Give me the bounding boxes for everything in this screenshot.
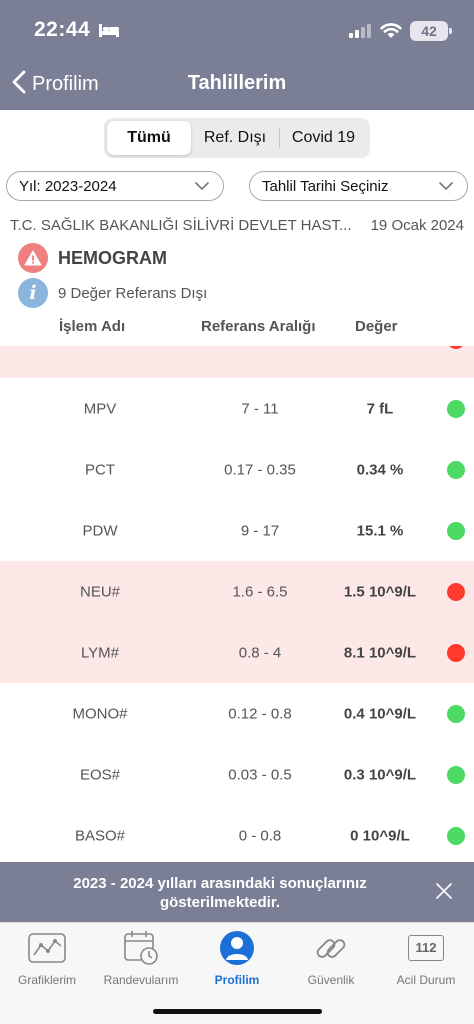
test-name: PCT [85, 461, 115, 478]
column-header-reference: Referans Aralığı [201, 318, 316, 335]
reference-range: 0.03 - 0.5 [228, 766, 292, 783]
warning-icon [18, 243, 48, 273]
back-label: Profilim [32, 73, 99, 95]
column-header-name: İşlem Adı [59, 318, 126, 335]
result-value: 15.1 % [356, 522, 404, 539]
report-date: 19 Ocak 2024 [370, 217, 464, 234]
status-dot-normal [447, 399, 465, 418]
cellular-signal-icon [349, 24, 371, 43]
result-value: 480 10^9/L [320, 346, 440, 349]
result-value: 0.34 % [356, 461, 404, 478]
table-row[interactable]: PDW 9 - 17 15.1 % [0, 500, 474, 561]
wifi-icon [380, 22, 402, 44]
chevron-down-icon [439, 178, 453, 195]
table-row[interactable]: MONO# 0.12 - 0.8 0.4 10^9/L [0, 683, 474, 744]
tab-graphs-label: Grafiklerim [17, 973, 76, 987]
test-name: MPV [83, 400, 117, 417]
test-name: PDW [82, 522, 118, 539]
table-row[interactable]: EOS# 0.03 - 0.5 0.3 10^9/L [0, 744, 474, 805]
header-bar: 22:44 42 Profilim Tahlillerim [0, 0, 474, 110]
year-select-value: Yıl: 2023-2024 [19, 177, 117, 195]
table-row[interactable]: LYM# 0.8 - 4 8.1 10^9/L [0, 622, 474, 683]
close-icon[interactable] [436, 883, 452, 904]
tab-out-of-range[interactable]: Ref. Dışı [203, 129, 267, 146]
tab-covid19[interactable]: Covid 19 [291, 129, 356, 146]
person-icon [190, 929, 284, 967]
table-row[interactable]: PCT 0.17 - 0.35 0.34 % [0, 439, 474, 500]
table-row[interactable]: PLT 150 - 450480 10^9/L [0, 346, 474, 378]
status-dot-normal [447, 765, 465, 784]
link-icon [284, 929, 378, 967]
info-toast: 2023 - 2024 yılları arasındaki sonuçları… [0, 862, 474, 922]
reference-range: 0.17 - 0.35 [224, 461, 296, 478]
tab-appointments-label: Randevularım [103, 973, 179, 987]
reference-range: 0.12 - 0.8 [228, 705, 292, 722]
reference-range: 150 - 450 [200, 346, 320, 349]
test-name: EOS# [79, 766, 121, 783]
result-value: 0 10^9/L [350, 827, 410, 844]
panel-header: HEMOGRAM [18, 243, 167, 273]
table-row[interactable]: NEU# 1.6 - 6.5 1.5 10^9/L [0, 561, 474, 622]
calendar-clock-icon [94, 929, 188, 967]
status-dot-abnormal [447, 582, 465, 601]
panel-title: HEMOGRAM [58, 247, 167, 268]
results-table[interactable]: PLT 150 - 450480 10^9/L MPV 7 - 11 7 fL PCT 0.… [0, 346, 474, 862]
battery-indicator: 42 [410, 21, 452, 41]
tab-emergency[interactable]: 112 Acil Durum [379, 929, 473, 987]
tab-graphs[interactable]: Grafiklerim [0, 929, 94, 987]
filter-segmented-control: Tümü Ref. Dışı Covid 19 [104, 118, 370, 158]
status-time: 22:44 [34, 18, 91, 41]
tab-appointments[interactable]: Randevularım [94, 929, 188, 987]
emergency-112-badge: 112 [408, 935, 444, 961]
column-header-value: Değer [355, 318, 398, 335]
segment-divider [279, 128, 280, 148]
bed-icon [98, 22, 120, 43]
tab-emergency-label: Acil Durum [396, 973, 456, 987]
status-dot-normal [447, 460, 465, 479]
table-row[interactable]: MPV 7 - 11 7 fL [0, 378, 474, 439]
reference-range: 7 - 11 [241, 400, 279, 417]
reference-range: 0 - 0.8 [238, 827, 282, 844]
status-dot-normal [447, 704, 465, 723]
reference-range: 0.8 - 4 [238, 644, 282, 661]
result-value: 0.4 10^9/L [343, 705, 417, 722]
info-icon: i [18, 278, 48, 308]
home-indicator [153, 1009, 322, 1014]
test-name: PLT [60, 346, 140, 349]
results-list: PLT 150 - 450480 10^9/L MPV 7 - 11 7 fL PCT 0.… [0, 346, 474, 862]
hospital-name: T.C. SAĞLIK BAKANLIĞI SİLİVRİ DEVLET HAS… [10, 217, 352, 234]
status-dot-abnormal [447, 346, 465, 349]
tab-security[interactable]: Güvenlik [284, 929, 378, 987]
test-name: NEU# [79, 583, 120, 600]
status-dot-abnormal [447, 643, 465, 662]
reference-range: 9 - 17 [240, 522, 280, 539]
chevron-left-icon [12, 70, 26, 99]
emergency-112-icon: 112 [379, 929, 473, 967]
result-value: 0.3 10^9/L [343, 766, 417, 783]
out-of-range-text: 9 Değer Referans Dışı [58, 284, 208, 302]
tab-all[interactable]: Tümü [107, 121, 191, 155]
chevron-down-icon [195, 178, 209, 195]
tab-profile-label: Profilim [214, 973, 260, 987]
tab-bar: Grafiklerim Randevularım Profilim Güvenl… [0, 922, 474, 1024]
test-date-placeholder: Tahlil Tarihi Seçiniz [262, 177, 389, 195]
result-value: 1.5 10^9/L [343, 583, 417, 600]
test-name: BASO# [74, 827, 126, 844]
table-row[interactable]: BASO# 0 - 0.8 0 10^9/L [0, 805, 474, 862]
tab-profile[interactable]: Profilim [190, 929, 284, 987]
year-select[interactable]: Yıl: 2023-2024 [6, 171, 224, 201]
test-date-select[interactable]: Tahlil Tarihi Seçiniz [249, 171, 468, 201]
out-of-range-summary: i 9 Değer Referans Dışı [18, 278, 207, 308]
result-value: 8.1 10^9/L [343, 644, 417, 661]
tab-security-label: Güvenlik [307, 973, 355, 987]
status-dot-normal [447, 826, 465, 845]
chart-icon [0, 929, 94, 967]
test-name: LYM# [80, 644, 120, 661]
status-dot-normal [447, 521, 465, 540]
result-value: 7 fL [366, 400, 394, 417]
test-name: MONO# [72, 705, 128, 722]
toast-message: 2023 - 2024 yılları arasındaki sonuçları… [73, 875, 367, 911]
back-button[interactable]: Profilim [12, 70, 99, 99]
reference-range: 1.6 - 6.5 [232, 583, 288, 600]
